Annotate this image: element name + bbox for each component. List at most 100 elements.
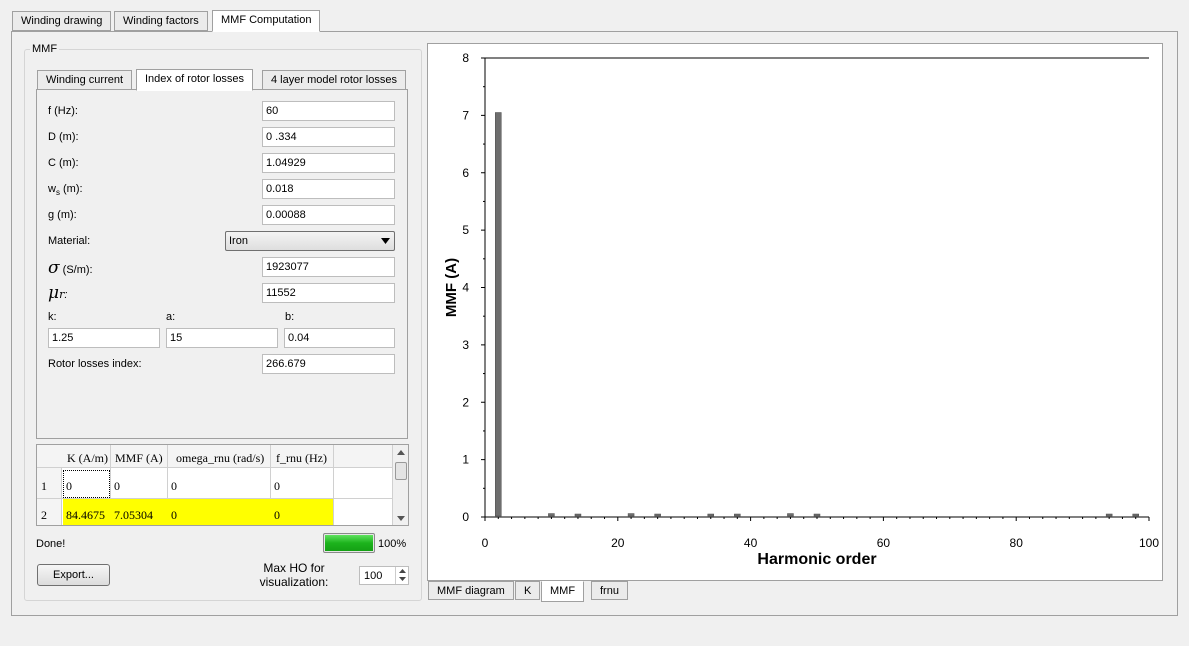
mmf-group-box [24, 49, 422, 601]
y-tick-label: 6 [462, 166, 469, 180]
row-highlight [63, 499, 333, 525]
row-index: 2 [41, 508, 47, 522]
x-axis-label: Harmonic order [757, 551, 876, 568]
progress-label: 100% [378, 538, 407, 550]
tab-mmf[interactable]: MMF [541, 581, 585, 602]
table-row[interactable]: 1 0 0 0 0 [37, 469, 392, 499]
mmf-group-label: MMF [30, 43, 60, 55]
y-tick-label: 3 [462, 338, 469, 352]
bar [1132, 513, 1139, 517]
tab-frnu[interactable]: frnu [591, 581, 628, 600]
k-input[interactable]: 1.25 [48, 328, 160, 348]
progress-fill [325, 535, 373, 551]
x-tick-label: 100 [1139, 536, 1159, 550]
cell[interactable]: 0 [66, 479, 72, 493]
rotor-losses-input[interactable]: 266.679 [262, 354, 395, 374]
g-input[interactable]: 0.00088 [262, 205, 395, 225]
x-tick-label: 60 [877, 536, 891, 550]
c-label: C (m): [48, 157, 79, 169]
a-label: a: [166, 311, 176, 323]
col-divider [333, 445, 334, 525]
sigma-input[interactable]: 1923077 [262, 257, 395, 277]
bar [707, 513, 715, 517]
y-tick-label: 1 [462, 453, 469, 467]
f-label: f (Hz): [48, 105, 78, 117]
f-input[interactable]: 60 [262, 101, 395, 121]
cell[interactable]: 0 [171, 508, 177, 522]
cell[interactable]: 7.05304 [114, 508, 153, 522]
header-mmf[interactable]: MMF (A) [115, 451, 163, 465]
spin-down-icon[interactable] [399, 577, 406, 581]
y-tick-label: 0 [462, 510, 469, 524]
cell[interactable]: 0 [114, 479, 120, 493]
material-value: Iron [229, 235, 248, 247]
sigma-symbol: σ [48, 258, 60, 278]
tab-k[interactable]: K [515, 581, 541, 600]
tab-4-layer-model[interactable]: 4 layer model rotor losses [262, 70, 406, 90]
x-tick-label: 40 [744, 536, 758, 550]
max-ho-value[interactable]: 100 [364, 570, 383, 582]
y-tick-label: 8 [462, 51, 469, 65]
scroll-down-icon[interactable] [397, 516, 405, 521]
bar [813, 513, 821, 517]
tab-winding-factors[interactable]: Winding factors [114, 11, 208, 31]
header-frnu[interactable]: f_rnu (Hz) [276, 451, 327, 465]
cell[interactable]: 0 [274, 508, 280, 522]
tab-mmf-computation[interactable]: MMF Computation [212, 10, 321, 32]
scroll-up-icon[interactable] [397, 450, 405, 455]
mu-input[interactable]: 11552 [262, 283, 395, 303]
tab-mmf-diagram[interactable]: MMF diagram [428, 581, 514, 600]
material-label: Material: [48, 235, 91, 247]
ws-label-main: w [48, 183, 56, 195]
d-label: D (m): [48, 131, 79, 143]
tab-index-rotor-losses[interactable]: Index of rotor losses [136, 69, 254, 91]
header-k[interactable]: K (A/m) [67, 451, 108, 465]
selected-cell[interactable] [63, 470, 110, 498]
a-input[interactable]: 15 [166, 328, 278, 348]
bar [787, 513, 794, 517]
cell[interactable]: 0 [274, 479, 280, 493]
b-input[interactable]: 0.04 [284, 328, 395, 348]
bar [574, 513, 582, 517]
mu-colon: : [64, 289, 68, 301]
max-ho-spinbox[interactable]: 100 [359, 566, 409, 585]
mu-sub: r [59, 288, 65, 301]
ws-input[interactable]: 0.018 [262, 179, 395, 199]
ws-label-sub: s [55, 188, 60, 198]
cell[interactable]: 0 [171, 479, 177, 493]
sigma-label: σ (S/m): [48, 258, 93, 278]
results-table[interactable]: K (A/m) MMF (A) omega_rnu (rad/s) f_rnu … [36, 444, 409, 526]
y-axis-label: MMF (A) [443, 258, 460, 317]
bar [654, 513, 661, 517]
bar [548, 513, 555, 517]
material-select[interactable]: Iron [225, 231, 395, 251]
tab-winding-current[interactable]: Winding current [37, 70, 133, 90]
c-input[interactable]: 1.04929 [262, 153, 395, 173]
col-divider [110, 445, 111, 525]
y-tick-label: 5 [462, 223, 469, 237]
ws-label-rest: (m): [59, 183, 83, 195]
scroll-thumb[interactable] [395, 462, 407, 480]
cell[interactable]: 84.4675 [66, 508, 105, 522]
header-omega[interactable]: omega_rnu (rad/s) [176, 451, 265, 465]
y-tick-label: 7 [462, 108, 469, 122]
col-divider [167, 445, 168, 525]
rotor-losses-label: Rotor losses index: [48, 358, 142, 370]
status-text: Done! [36, 538, 66, 550]
bar [495, 112, 502, 517]
mu-symbol: μ [48, 283, 60, 303]
table-row[interactable]: 2 84.4675 7.05304 0 0 [37, 499, 392, 525]
export-button[interactable]: Export... [37, 564, 110, 586]
spin-up-icon[interactable] [399, 569, 406, 573]
x-tick-label: 20 [611, 536, 625, 550]
spin-buttons[interactable] [395, 567, 408, 584]
y-tick-label: 2 [462, 395, 469, 409]
row-index: 1 [41, 479, 47, 493]
tab-winding-drawing[interactable]: Winding drawing [12, 11, 112, 31]
g-label: g (m): [48, 209, 77, 221]
d-input[interactable]: 0 .334 [262, 127, 395, 147]
table-scrollbar[interactable] [392, 445, 408, 525]
max-ho-label-line2: visualization: [259, 575, 329, 589]
bar [627, 513, 635, 517]
b-label: b: [285, 311, 295, 323]
